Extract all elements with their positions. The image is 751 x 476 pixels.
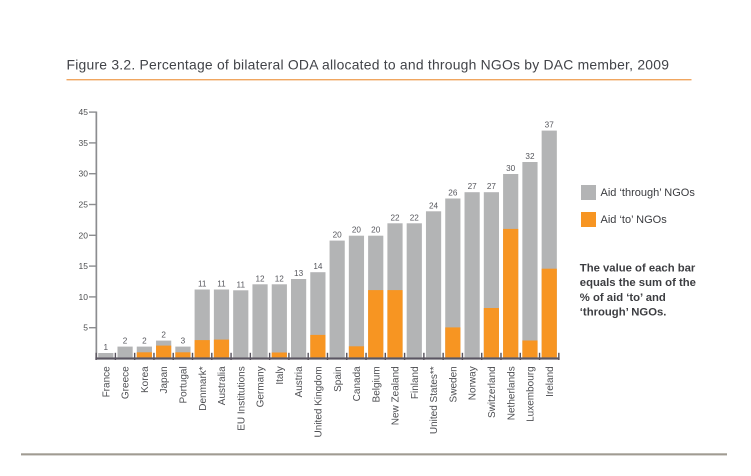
svg-text:Portugal: Portugal [179,366,190,403]
svg-text:30: 30 [79,169,89,179]
svg-text:14: 14 [313,262,323,271]
svg-text:10: 10 [79,292,89,302]
svg-text:Switzerland: Switzerland [487,366,498,418]
svg-text:The value of each bar: The value of each bar [580,263,696,275]
svg-text:37: 37 [545,121,555,130]
svg-text:27: 27 [487,182,497,191]
svg-text:Austria: Austria [294,366,305,398]
svg-text:equals the sum of the: equals the sum of the [580,277,696,289]
svg-text:Greece: Greece [121,366,132,399]
svg-text:Germany: Germany [256,366,267,407]
svg-text:Spain: Spain [333,366,344,392]
svg-text:Denmark*: Denmark* [198,366,209,411]
svg-text:20: 20 [333,231,343,240]
svg-text:Aid ‘to’ NGOs: Aid ‘to’ NGOs [601,214,668,226]
svg-text:Luxembourg: Luxembourg [526,366,537,422]
svg-text:26: 26 [448,189,458,198]
svg-text:24: 24 [429,201,439,210]
svg-text:Korea: Korea [140,366,151,393]
svg-text:15: 15 [79,261,89,271]
svg-text:Ireland: Ireland [545,366,556,397]
svg-text:Belgium: Belgium [371,366,382,402]
svg-text:11: 11 [198,280,207,289]
svg-text:Australia: Australia [217,366,228,405]
svg-text:‘through’ NGOs.: ‘through’ NGOs. [580,307,667,319]
svg-text:Netherlands: Netherlands [506,366,517,420]
svg-text:25: 25 [79,200,89,210]
svg-text:45: 45 [79,107,89,117]
svg-text:12: 12 [275,274,285,283]
svg-text:% of aid ‘to’ and: % of aid ‘to’ and [580,292,666,304]
svg-text:Aid ‘through’ NGOs: Aid ‘through’ NGOs [601,187,696,199]
svg-text:13: 13 [294,269,304,278]
svg-text:32: 32 [525,152,535,161]
svg-text:United Kingdom: United Kingdom [313,366,324,437]
svg-text:22: 22 [410,213,420,222]
svg-text:2: 2 [142,337,147,346]
svg-text:Norway: Norway [468,366,479,400]
svg-text:Italy: Italy [275,366,286,384]
svg-text:27: 27 [468,182,478,191]
svg-text:New Zealand: New Zealand [391,366,402,425]
svg-text:3: 3 [181,337,186,346]
svg-text:Canada: Canada [352,366,363,401]
svg-text:5: 5 [83,323,88,333]
svg-text:Figure 3.2. Percentage of bila: Figure 3.2. Percentage of bilateral ODA … [67,56,670,72]
svg-text:France: France [101,366,112,398]
svg-text:20: 20 [371,226,381,235]
svg-text:30: 30 [506,164,516,173]
svg-text:11: 11 [237,280,246,289]
svg-text:12: 12 [255,274,265,283]
svg-text:22: 22 [390,213,400,222]
svg-text:United States**: United States** [429,366,440,434]
svg-text:Finland: Finland [410,366,421,399]
svg-text:EU Institutions: EU Institutions [236,366,247,430]
svg-text:35: 35 [79,138,89,148]
svg-text:Sweden: Sweden [448,366,459,402]
svg-text:1: 1 [104,343,109,352]
svg-text:20: 20 [79,230,89,240]
svg-text:Japan: Japan [159,366,170,393]
svg-text:2: 2 [123,337,128,346]
svg-text:11: 11 [217,280,226,289]
svg-text:20: 20 [352,226,362,235]
svg-text:2: 2 [161,331,166,340]
